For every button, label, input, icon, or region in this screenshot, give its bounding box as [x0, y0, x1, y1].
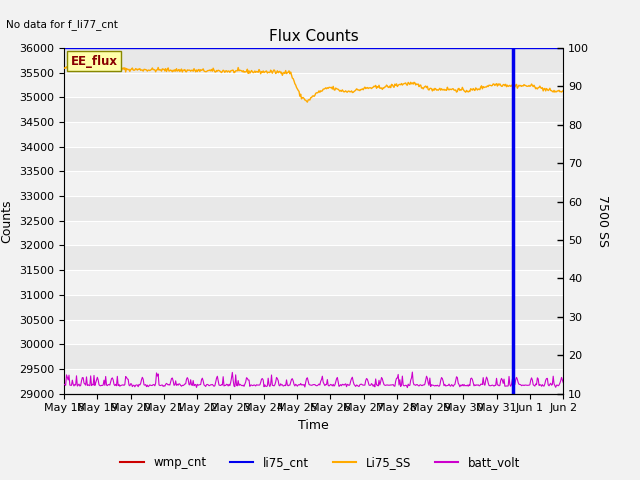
Title: Flux Counts: Flux Counts: [269, 29, 358, 44]
Legend: wmp_cnt, li75_cnt, Li75_SS, batt_volt: wmp_cnt, li75_cnt, Li75_SS, batt_volt: [115, 452, 525, 474]
Bar: [64, 147, 563, 171]
Y-axis label: 7500 SS: 7500 SS: [595, 195, 609, 247]
Bar: [64, 270, 563, 295]
Bar: [64, 369, 563, 394]
X-axis label: Time: Time: [298, 419, 329, 432]
Bar: [64, 72, 563, 97]
Bar: [64, 320, 563, 344]
Text: No data for f_li77_cnt: No data for f_li77_cnt: [6, 19, 118, 30]
Bar: [64, 344, 563, 369]
Bar: [64, 221, 563, 245]
Bar: [64, 245, 563, 270]
Bar: [64, 122, 563, 147]
Y-axis label: Counts: Counts: [1, 199, 13, 242]
Bar: [64, 196, 563, 221]
Bar: [64, 97, 563, 122]
Text: EE_flux: EE_flux: [71, 55, 118, 68]
Bar: [64, 171, 563, 196]
Bar: [64, 48, 563, 72]
Bar: [64, 295, 563, 320]
